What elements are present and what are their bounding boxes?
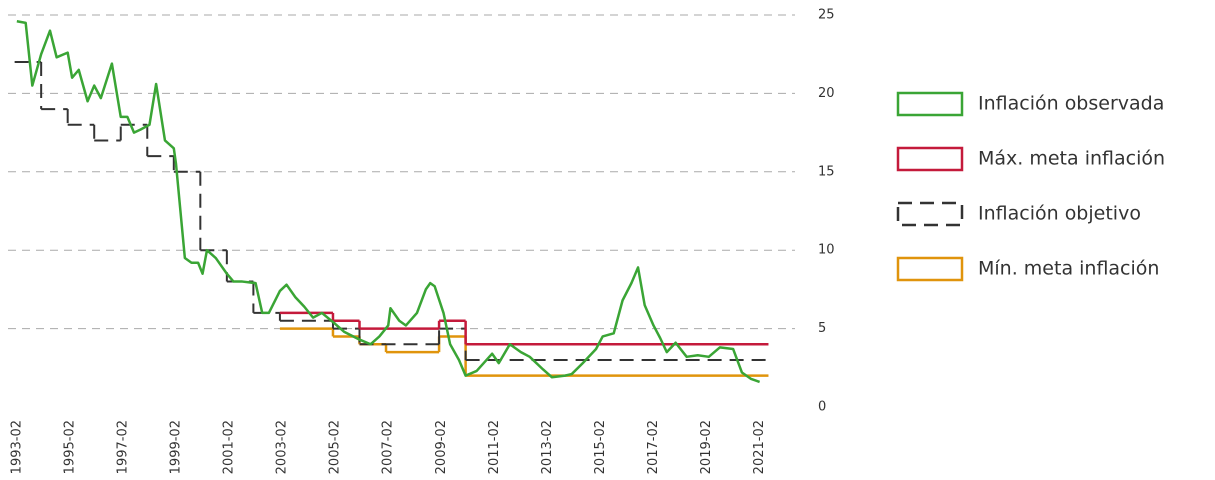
x-tick-label: 2001-02 (222, 420, 237, 474)
y-tick-label: 15 (818, 164, 835, 179)
x-tick-label: 1997-02 (115, 420, 130, 474)
x-tick-label: 1995-02 (62, 420, 77, 474)
legend-label: Inflación objetivo (978, 203, 1141, 225)
legend-label: Mín. meta inflación (978, 258, 1159, 280)
legend-label: Inflación observada (978, 93, 1164, 115)
y-tick-label: 10 (818, 243, 835, 258)
legend-swatch (896, 256, 964, 282)
x-tick-label: 2017-02 (646, 420, 661, 474)
x-tick-label: 2019-02 (699, 420, 714, 474)
x-tick-label: 2011-02 (487, 420, 502, 474)
y-tick-label: 25 (818, 8, 835, 23)
y-tick-label: 20 (818, 86, 835, 101)
legend-swatch (896, 201, 964, 227)
x-tick-label: 2013-02 (540, 420, 555, 474)
x-tick-label: 2007-02 (381, 420, 396, 474)
legend-label: Máx. meta inflación (978, 148, 1165, 170)
y-tick-label: 0 (818, 400, 826, 415)
x-tick-label: 2005-02 (328, 420, 343, 474)
legend-swatch (896, 91, 964, 117)
data-line (16, 20, 761, 384)
x-tick-label: 2003-02 (275, 420, 290, 474)
x-tick-label: 2009-02 (434, 420, 449, 474)
y-tick-label: 5 (818, 321, 826, 336)
legend-swatch (896, 146, 964, 172)
x-tick-label: 1993-02 (9, 420, 24, 474)
x-tick-label: 2015-02 (593, 420, 608, 474)
x-tick-label: 1999-02 (169, 420, 184, 474)
x-tick-label: 2021-02 (752, 420, 767, 474)
